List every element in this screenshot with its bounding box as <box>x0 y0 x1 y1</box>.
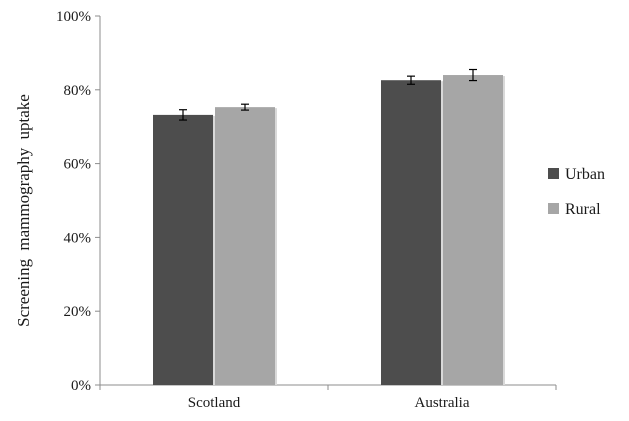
error-bars <box>179 68 477 121</box>
legend-swatch-urban <box>548 168 559 179</box>
y-tick-label: 40% <box>64 230 92 246</box>
y-tick-label: 80% <box>64 83 92 99</box>
bar-urban-scotland <box>153 114 213 385</box>
y-tick-label: 0% <box>71 378 91 394</box>
bar-rural-scotland <box>215 107 275 385</box>
y-tick-label: 60% <box>64 157 92 173</box>
bar-rural-australia <box>443 75 503 385</box>
bar-urban-australia <box>381 80 441 386</box>
y-tick-labels: 0% 20% 40% 60% 80% 100% <box>56 9 91 394</box>
legend-label-rural: Rural <box>565 201 601 218</box>
legend-label-urban: Urban <box>565 166 605 183</box>
y-axis-title: Screening mammography uptake <box>14 94 33 327</box>
legend: Urban Rural <box>548 166 605 218</box>
x-tick-labels: Scotland Australia <box>188 395 470 411</box>
y-tick-label: 20% <box>64 304 92 320</box>
x-tick-label: Scotland <box>188 395 241 411</box>
legend-swatch-rural <box>548 203 559 214</box>
bars <box>153 75 505 386</box>
y-tick-label: 100% <box>56 9 91 25</box>
x-tick-label: Australia <box>415 395 470 411</box>
